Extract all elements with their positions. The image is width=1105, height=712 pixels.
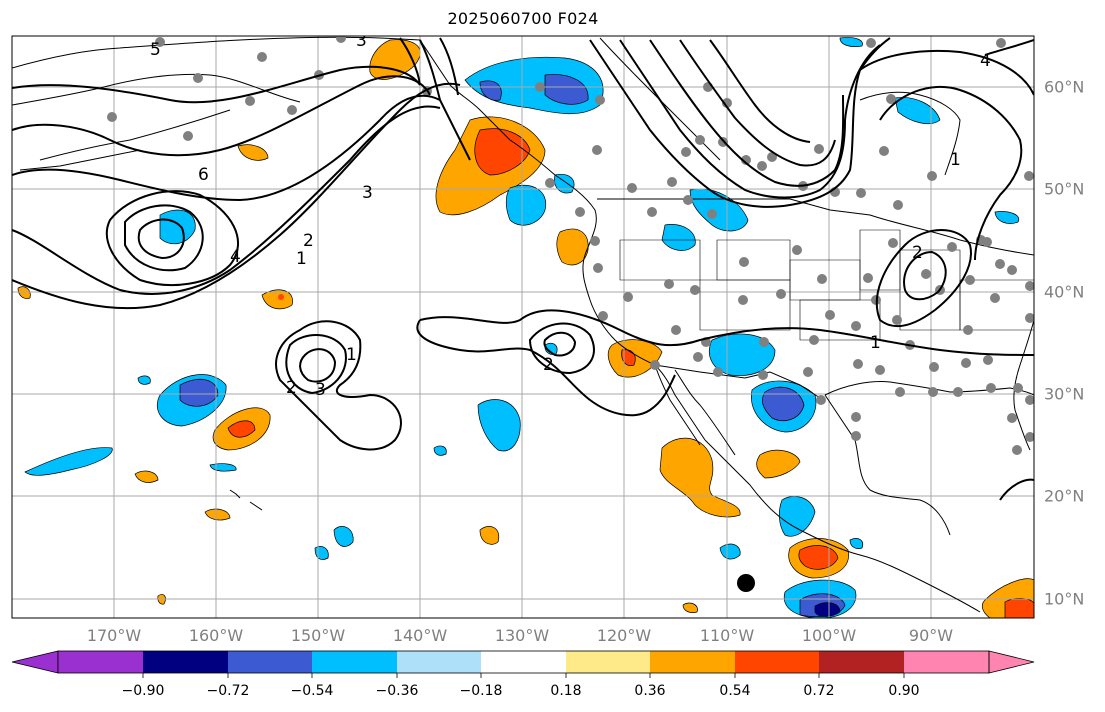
colorbar-tick-label: −0.54 — [290, 683, 334, 699]
contour-label: 1 — [950, 150, 961, 170]
contour-label: 2 — [286, 378, 297, 398]
colorbar-tick-label: −0.36 — [375, 683, 419, 699]
black-dot-marker — [737, 574, 755, 592]
lon-label: 120°W — [596, 626, 652, 645]
contour-label: 4 — [230, 247, 241, 267]
contour-label: 1 — [296, 249, 307, 269]
lat-label: 40°N — [1044, 282, 1085, 302]
lon-label: 110°W — [699, 626, 755, 645]
contour-label: 2 — [303, 231, 314, 251]
contour-lines — [12, 37, 1034, 501]
station-markers — [107, 36, 1034, 455]
lon-label: 150°W — [290, 626, 346, 645]
contour-label: 6 — [198, 165, 209, 185]
anomaly-fill — [17, 37, 1034, 618]
contour-label: 4 — [980, 51, 991, 71]
contour-label: 3 — [315, 380, 326, 400]
contour-label: 3 — [362, 183, 373, 203]
lon-label: 170°W — [86, 626, 142, 645]
contour-label: 1 — [870, 333, 881, 353]
colorbar — [11, 650, 1035, 678]
colorbar-tick-label: −0.18 — [459, 683, 503, 699]
lon-label: 140°W — [392, 626, 448, 645]
colorbar-tick-label: 0.36 — [634, 683, 666, 699]
coastlines — [12, 36, 1034, 613]
contour-label: 2 — [912, 243, 923, 263]
lon-label: 130°W — [494, 626, 550, 645]
colorbar-tick-label: 0.54 — [719, 683, 751, 699]
lon-label: 90°W — [908, 626, 954, 645]
lat-label: 60°N — [1044, 77, 1085, 97]
contour-label: 1 — [346, 345, 357, 365]
colorbar-tick-label: −0.72 — [206, 683, 250, 699]
lon-label: 160°W — [188, 626, 244, 645]
lat-label: 30°N — [1044, 384, 1085, 404]
colorbar-tick-label: 0.18 — [550, 683, 582, 699]
state-borders — [619, 229, 1034, 341]
lon-label: 100°W — [801, 626, 857, 645]
contour-label: 2 — [543, 355, 554, 375]
colorbar-tick-label: 0.90 — [888, 683, 920, 699]
lat-label: 10°N — [1044, 589, 1085, 609]
colorbar-tick-label: −0.90 — [121, 683, 165, 699]
contour-label: 5 — [150, 40, 161, 60]
contour-labels: 6 4 3 2 1 5 3 2 1 3 2 1 4 2 1 — [150, 31, 991, 400]
lat-label: 50°N — [1044, 179, 1085, 199]
contour-label: 3 — [356, 31, 367, 51]
map-title: 2025060700 F024 — [447, 9, 599, 28]
lat-label: 20°N — [1044, 486, 1085, 506]
graticule — [12, 36, 1034, 618]
colorbar-tick-label: 0.72 — [803, 683, 835, 699]
